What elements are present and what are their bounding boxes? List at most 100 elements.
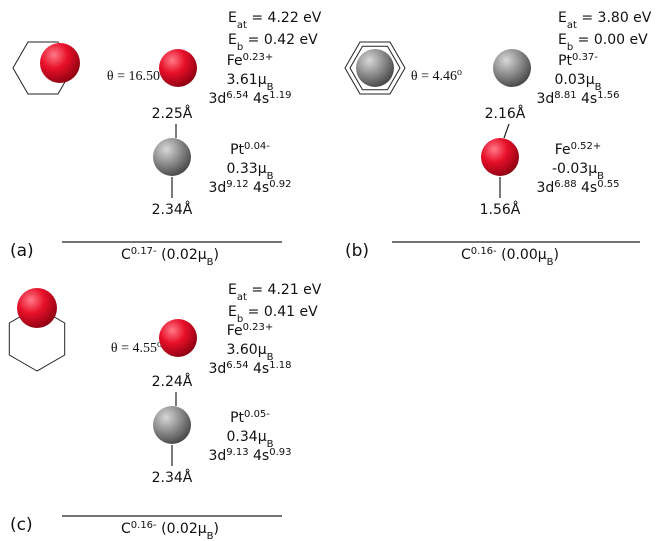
icon-atom [356, 49, 394, 87]
text-part: 0.16- [471, 246, 497, 257]
atom-label: 3d6.54 4s1.18 [209, 360, 292, 378]
text-part: 9.13 [226, 447, 248, 458]
text-part: C [461, 247, 471, 263]
text-part: (0.00μ [497, 247, 547, 263]
text-part: 4s [249, 361, 270, 377]
text-part: (0.02μ [157, 247, 207, 263]
substrate-label: C0.17- (0.02μB) [121, 246, 219, 268]
text-part: Pt [230, 142, 244, 158]
text-part: 0.05- [244, 409, 270, 420]
text-part: 3.61μ [227, 72, 267, 88]
text-part: at [237, 292, 247, 303]
text-part: 4s [249, 180, 270, 196]
text-part: -0.03μ [552, 161, 597, 177]
icon-atom [17, 288, 57, 328]
text-part: 0.04- [244, 141, 270, 152]
text-part: = 0.41 eV [243, 304, 318, 320]
text-part: 0.34μ [227, 429, 267, 445]
text-part: 0.52+ [571, 141, 602, 152]
text-part: θ = 16.50 [107, 69, 160, 84]
text-part: Fe [227, 53, 243, 69]
text-part: 0.33μ [227, 161, 267, 177]
text-part: ) [214, 521, 219, 537]
text-part: (0.02μ [157, 521, 207, 537]
text-part: = 3.80 eV [577, 10, 652, 26]
text-part: E [558, 32, 567, 48]
atom-label: 3d9.13 4s0.93 [209, 447, 292, 465]
text-part: 0.55 [597, 179, 619, 190]
text-part: Fe [555, 142, 571, 158]
text-part: 3d [209, 448, 227, 464]
text-part: θ = 4.46 [411, 69, 457, 84]
text-part: 3d [209, 361, 227, 377]
text-part: E [228, 304, 237, 320]
atom-label: Fe0.23+ [227, 52, 274, 70]
energy-label: Eb = 0.00 eV [558, 32, 648, 53]
text-part: 0.16- [131, 520, 157, 531]
text-part: C [121, 521, 131, 537]
atom [481, 138, 519, 176]
text-part: at [237, 20, 247, 31]
angle-label: θ = 4.46o [411, 67, 462, 85]
atom-label: Pt0.37- [558, 52, 598, 70]
panel-label: (c) [10, 515, 33, 535]
panel: Eat = 3.80 eVEb = 0.00 eVθ = 4.46oPt0.37… [345, 10, 652, 268]
bond-length: 1.56Å [480, 201, 521, 218]
text-part: 0.37- [572, 52, 598, 63]
text-part: ) [214, 247, 219, 263]
text-part: E [228, 10, 237, 26]
bond-length: 2.16Å [485, 105, 526, 122]
text-part: 4s [249, 448, 270, 464]
text-part: 0.92 [269, 179, 291, 190]
text-part: 1.18 [269, 360, 291, 371]
text-part: C [121, 247, 131, 263]
figure: Eat = 4.22 eVEb = 0.42 eVθ = 16.50oFe0.2… [0, 0, 667, 541]
text-part: E [228, 32, 237, 48]
text-part: 0.03μ [555, 72, 595, 88]
text-part: 3d [537, 91, 555, 107]
text-part: 3d [537, 180, 555, 196]
atom [153, 406, 191, 444]
substrate-label: C0.16- (0.02μB) [121, 520, 219, 541]
text-part: 1.56 [597, 90, 619, 101]
text-part: 0.23+ [243, 322, 274, 333]
text-part: 6.54 [226, 90, 248, 101]
bond-line [504, 124, 509, 138]
text-part: ) [554, 247, 559, 263]
text-part: at [567, 20, 577, 31]
energy-label: Eat = 3.80 eV [558, 10, 652, 31]
atom-label: Fe0.52+ [555, 141, 602, 159]
text-part: 0.23+ [243, 52, 274, 63]
panel-label: (a) [10, 241, 34, 261]
text-part: 4s [249, 91, 270, 107]
text-part: Fe [227, 323, 243, 339]
atom-label: 3d6.54 4s1.19 [209, 90, 292, 108]
energy-label: Eat = 4.22 eV [228, 10, 322, 31]
bond-length: 2.34Å [152, 201, 193, 218]
text-part: 3.60μ [227, 342, 267, 358]
text-part: 3d [209, 180, 227, 196]
atom [159, 49, 197, 87]
bond-length: 2.34Å [152, 469, 193, 486]
atom-label: Pt0.05- [230, 409, 270, 427]
text-part: 0.17- [131, 246, 157, 257]
energy-label: Eb = 0.42 eV [228, 32, 318, 53]
text-part: 6.88 [554, 179, 576, 190]
energy-label: Eat = 4.21 eV [228, 282, 322, 303]
text-part: Pt [230, 410, 244, 426]
angle-label: θ = 4.55o [111, 339, 162, 357]
text-part: = 4.21 eV [247, 282, 322, 298]
text-part: 8.81 [554, 90, 576, 101]
bond-length: 2.25Å [152, 105, 193, 122]
text-part: θ = 4.55 [111, 341, 157, 356]
text-part: 6.54 [226, 360, 248, 371]
text-part: = 0.00 eV [573, 32, 648, 48]
bond-length: 2.24Å [152, 373, 193, 390]
text-part: E [558, 10, 567, 26]
angle-label: θ = 16.50o [107, 67, 165, 85]
text-part: = 4.22 eV [247, 10, 322, 26]
substrate-label: C0.16- (0.00μB) [461, 246, 559, 268]
text-part: E [228, 282, 237, 298]
